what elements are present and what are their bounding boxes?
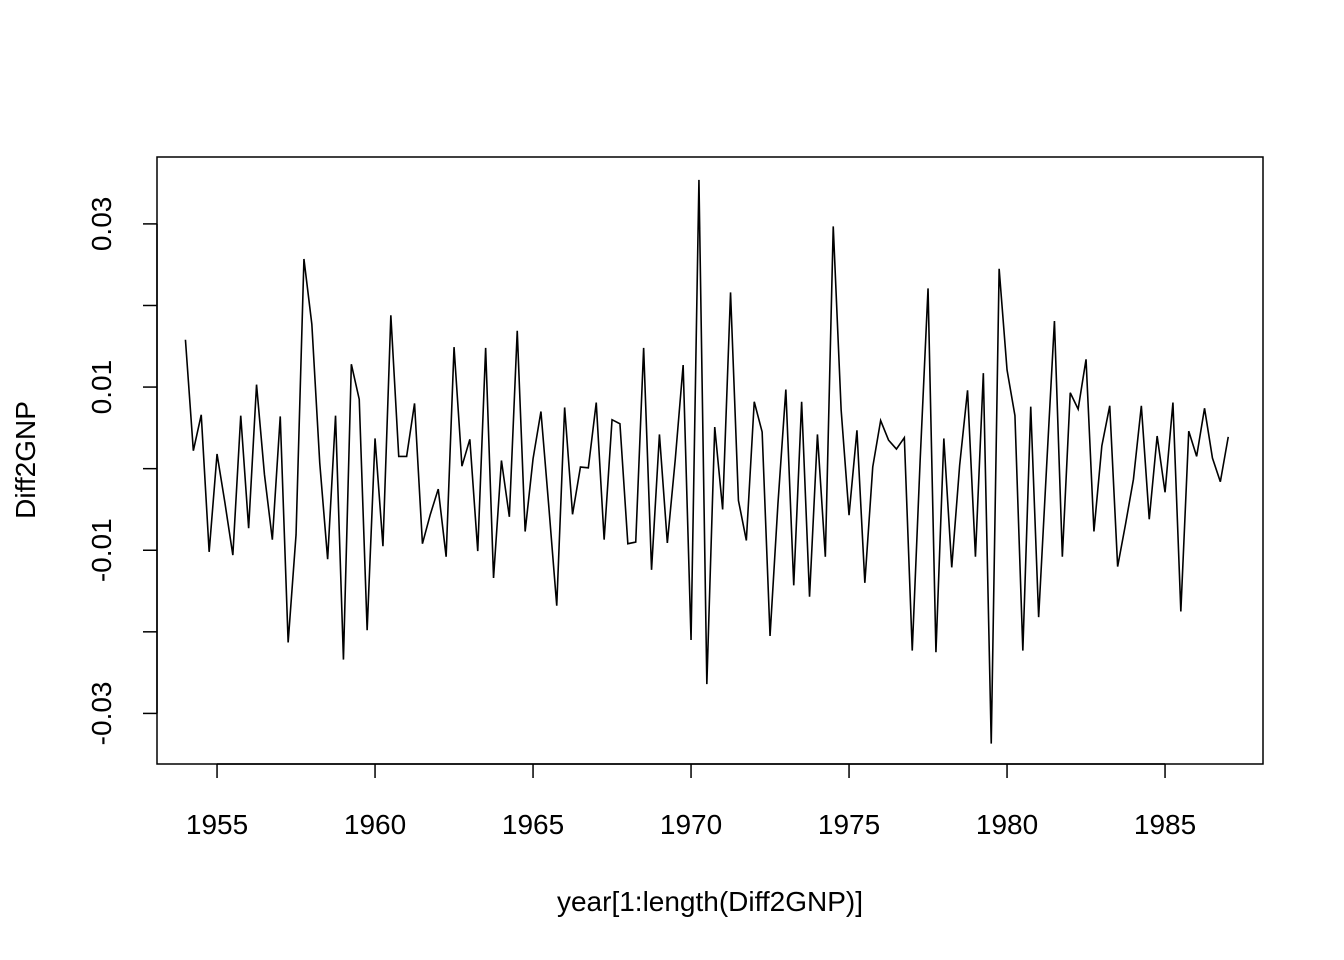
x-tick-label: 1985 — [1134, 809, 1196, 840]
y-tick-label: 0.03 — [86, 197, 117, 252]
x-axis: 1955 1960 1965 1970 1975 1980 1985 — [186, 763, 1196, 840]
x-tick-label: 1965 — [502, 809, 564, 840]
series-line-0 — [184, 179, 1230, 744]
x-axis-title: year[1:length(Diff2GNP)] — [557, 886, 863, 917]
series-layer — [184, 179, 1230, 744]
x-tick-label: 1980 — [976, 809, 1038, 840]
x-tick-label: 1975 — [818, 809, 880, 840]
y-tick-label: -0.01 — [86, 518, 117, 582]
x-tick-label: 1970 — [660, 809, 722, 840]
y-axis-title: Diff2GNP — [10, 401, 41, 519]
y-tick-label: 0.01 — [86, 360, 117, 415]
y-axis: -0.03 -0.01 0.01 0.03 — [86, 197, 158, 746]
x-tick-label: 1960 — [344, 809, 406, 840]
y-tick-label: -0.03 — [86, 682, 117, 746]
plot-frame — [156, 156, 1264, 765]
x-tick-label: 1955 — [186, 809, 248, 840]
